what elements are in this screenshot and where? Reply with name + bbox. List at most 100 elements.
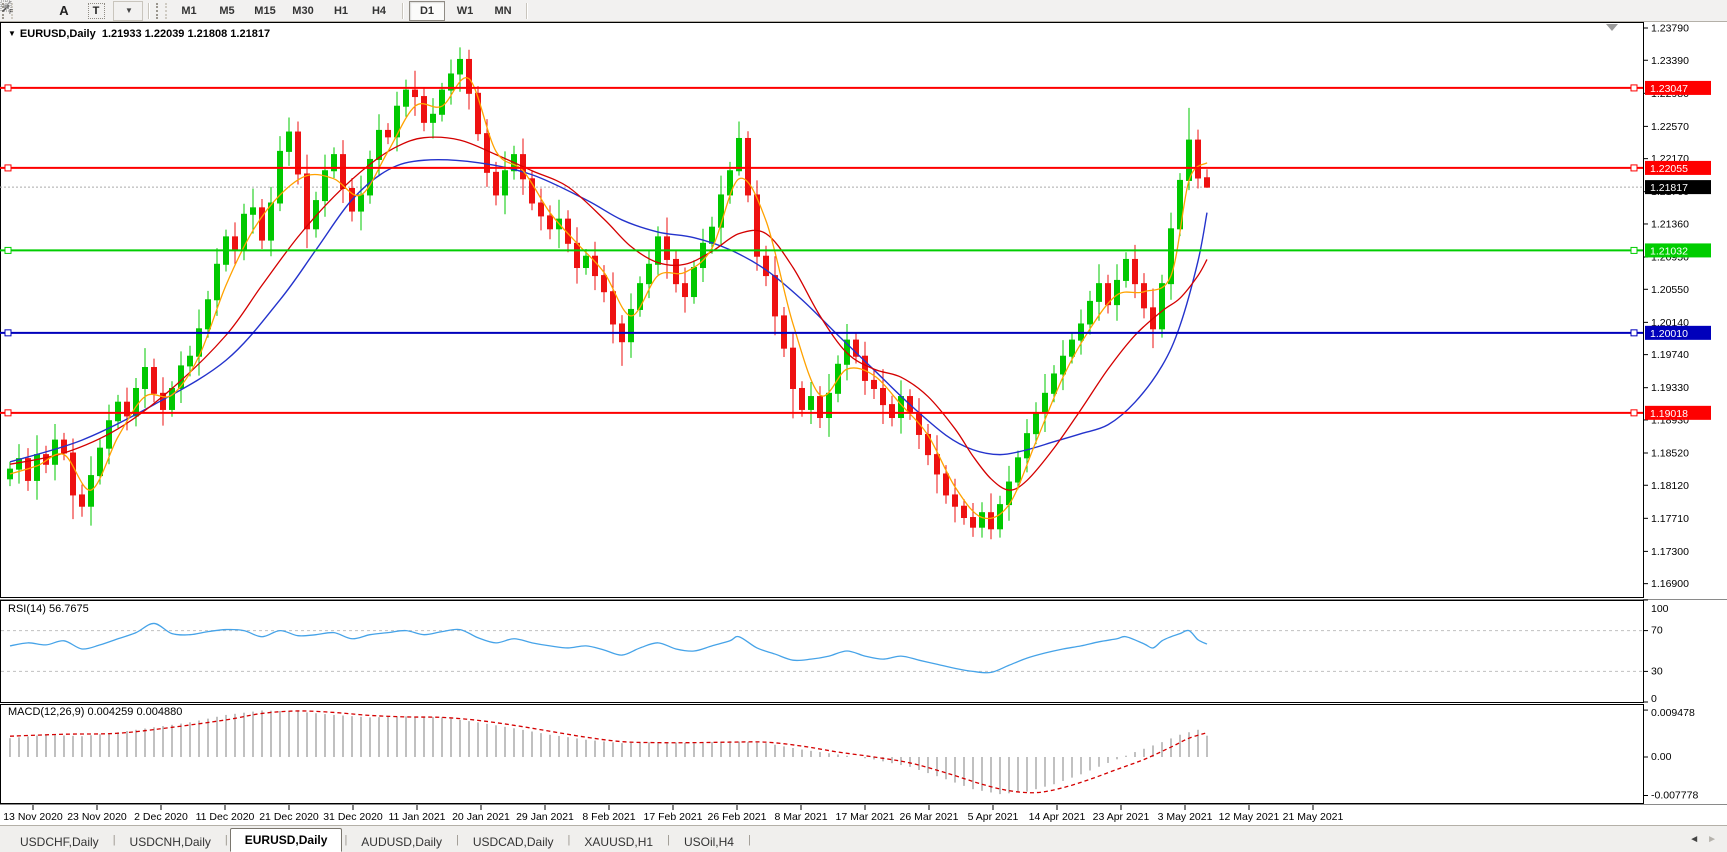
candle-body bbox=[1159, 283, 1165, 330]
date-label: 21 Dec 2020 bbox=[259, 811, 319, 823]
arrow-objects-button[interactable]: ▼ bbox=[2, 0, 143, 21]
tabs-scroll-left-icon[interactable]: ◄ bbox=[1689, 833, 1700, 845]
date-label: 14 Apr 2021 bbox=[1029, 811, 1086, 823]
main-chart-pane[interactable] bbox=[0, 22, 1644, 598]
candle-body bbox=[484, 133, 490, 173]
tab-usdchf-daily[interactable]: USDCHF,Daily bbox=[20, 835, 99, 849]
candle bbox=[826, 373, 832, 437]
hline-price-badge bbox=[1645, 160, 1711, 175]
macd-signal-line bbox=[9, 710, 1208, 794]
candle bbox=[538, 188, 544, 231]
text-box-icon: T bbox=[87, 2, 105, 19]
candle-body bbox=[367, 158, 373, 196]
tabs-scroll-right-icon[interactable]: ► bbox=[1707, 833, 1717, 845]
tab-usdcnh-daily[interactable]: USDCNH,Daily bbox=[129, 835, 211, 849]
hline-handle[interactable] bbox=[1630, 246, 1638, 254]
timeframe-button-m30[interactable]: M30 bbox=[292, 4, 314, 17]
candle-body bbox=[709, 226, 715, 244]
candle-body bbox=[880, 387, 886, 406]
timeframe-button-w1[interactable]: W1 bbox=[456, 4, 474, 17]
candle-body bbox=[115, 401, 121, 422]
candle bbox=[1204, 169, 1210, 188]
hline-price-badge bbox=[1645, 243, 1711, 258]
timeframe-button-mn[interactable]: MN bbox=[494, 4, 512, 17]
macd-pane[interactable] bbox=[0, 704, 1644, 804]
title-triangle-icon: ▼ bbox=[8, 29, 16, 38]
hline-handle[interactable] bbox=[4, 164, 12, 172]
tab-xauusd-h1[interactable]: XAUUSD,H1 bbox=[584, 835, 654, 849]
date-label: 8 Mar 2021 bbox=[774, 811, 827, 823]
candle bbox=[448, 59, 454, 105]
timeframe-group: M1 M5 M15 M30 H1 H4 D1 W1 MN bbox=[170, 0, 532, 21]
timeframe-button-m15[interactable]: M15 bbox=[254, 4, 276, 17]
candle-body bbox=[142, 367, 148, 389]
candle-body bbox=[826, 392, 832, 419]
candle-body bbox=[547, 215, 553, 230]
candle-body bbox=[592, 255, 598, 277]
tab-audusd-daily[interactable]: AUDUSD,Daily bbox=[361, 835, 442, 849]
candle-body bbox=[763, 255, 769, 277]
chart-window[interactable]: 1.237901.233901.229801.225701.221701.217… bbox=[0, 22, 1727, 825]
candle-body bbox=[952, 494, 958, 507]
hline-handle[interactable] bbox=[1630, 329, 1638, 337]
rsi-line bbox=[9, 622, 1208, 674]
hline-handle[interactable] bbox=[1630, 409, 1638, 417]
timeframe-button-h1[interactable]: H1 bbox=[333, 4, 349, 17]
candle bbox=[790, 332, 796, 419]
candle-body bbox=[961, 505, 967, 519]
text-label-tool-button[interactable]: T bbox=[81, 1, 111, 21]
candle-body bbox=[169, 387, 175, 410]
tab-separator: | bbox=[455, 834, 459, 846]
horizontal-line-1.20010[interactable]: 1.20010 bbox=[0, 325, 1711, 340]
hline-price-badge bbox=[1645, 80, 1711, 95]
toolbar-grip-2[interactable] bbox=[156, 2, 167, 19]
candle-body bbox=[322, 170, 328, 202]
font-tool-button[interactable]: A bbox=[59, 3, 69, 18]
candle-body bbox=[1141, 283, 1147, 309]
macd-main-value: 0.004259 bbox=[87, 706, 134, 718]
candle-body bbox=[1042, 392, 1048, 414]
candle-body bbox=[790, 347, 796, 389]
timeframe-button-d1[interactable]: D1 bbox=[409, 0, 445, 21]
candle bbox=[970, 503, 976, 537]
candle-body bbox=[808, 396, 814, 410]
hline-price-badge-label: 1.21032 bbox=[1650, 245, 1688, 257]
rsi-pane[interactable] bbox=[0, 600, 1644, 703]
price-tick-label: 1.20550 bbox=[1651, 284, 1689, 296]
date-label: 23 Apr 2021 bbox=[1093, 811, 1150, 823]
chart-canvas[interactable]: 1.237901.233901.229801.225701.221701.217… bbox=[0, 22, 1727, 825]
hline-handle[interactable] bbox=[1630, 164, 1638, 172]
hline-handle[interactable] bbox=[4, 409, 12, 417]
date-label: 31 Dec 2020 bbox=[323, 811, 383, 823]
timeframe-button-m1[interactable]: M1 bbox=[181, 4, 197, 17]
tab-eurusd-daily[interactable]: EURUSD,Daily bbox=[229, 828, 343, 852]
candle-body bbox=[448, 73, 454, 91]
candle-body bbox=[178, 365, 184, 389]
hline-handle[interactable] bbox=[4, 84, 12, 92]
timeframe-button-m5[interactable]: M5 bbox=[219, 4, 235, 17]
macd-axis-label: 0.009478 bbox=[1651, 707, 1695, 719]
tab-usoil-h4[interactable]: USOil,H4 bbox=[683, 835, 734, 849]
hline-handle[interactable] bbox=[4, 329, 12, 337]
horizontal-line-1.23047[interactable]: 1.23047 bbox=[0, 80, 1711, 95]
candle bbox=[664, 217, 670, 279]
candle bbox=[376, 114, 382, 176]
hline-price-badge bbox=[1645, 325, 1711, 340]
candle bbox=[1195, 129, 1201, 189]
candle-body bbox=[970, 517, 976, 528]
candle-body bbox=[1168, 228, 1174, 285]
hline-handle[interactable] bbox=[4, 246, 12, 254]
horizontal-line-1.22055[interactable]: 1.22055 bbox=[0, 160, 1711, 175]
chart-grid-icon[interactable]: F bbox=[0, 0, 47, 21]
current-price-badge bbox=[1645, 180, 1711, 195]
candle-body bbox=[988, 512, 994, 530]
candle bbox=[772, 256, 778, 336]
price-tick-label: 1.17300 bbox=[1651, 546, 1689, 558]
hline-handle[interactable] bbox=[1630, 84, 1638, 92]
timeframe-button-h4[interactable]: H4 bbox=[371, 4, 387, 17]
candle-body bbox=[250, 207, 256, 215]
candle-body bbox=[466, 58, 472, 94]
tab-usdcad-daily[interactable]: USDCAD,Daily bbox=[472, 835, 554, 849]
horizontal-line-1.21032[interactable]: 1.21032 bbox=[0, 243, 1711, 258]
horizontal-line-1.19018[interactable]: 1.19018 bbox=[0, 405, 1711, 420]
